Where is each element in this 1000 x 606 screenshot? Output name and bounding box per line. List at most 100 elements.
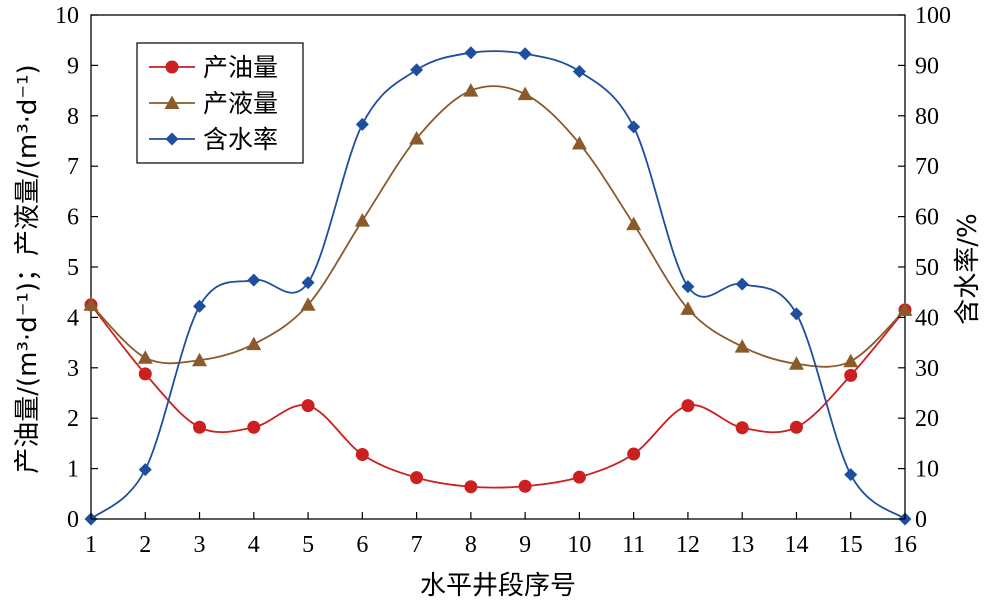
series-line-liquid	[90, 85, 906, 368]
y-right-tick-label: 100	[915, 3, 951, 29]
data-point-liquid	[83, 297, 99, 311]
y-axis-right-title: 含水率/%	[953, 213, 983, 324]
data-point-oil	[518, 479, 532, 493]
x-tick-label: 5	[302, 532, 314, 558]
y-right-tick-label: 60	[915, 205, 939, 231]
data-point-liquid	[897, 302, 913, 316]
legend-label-oil: 产油量	[203, 53, 278, 82]
y-right-tick-label: 80	[915, 104, 939, 130]
data-point-liquid	[354, 213, 370, 227]
data-point-water-cut	[735, 277, 749, 291]
data-point-oil	[138, 367, 152, 381]
y-right-tick-label: 10	[915, 457, 939, 483]
legend-entry-liquid: 产液量	[149, 89, 278, 118]
data-point-water-cut	[138, 463, 152, 477]
x-tick-label: 4	[248, 532, 260, 558]
data-point-liquid	[300, 297, 316, 311]
y-right-tick-label: 0	[915, 507, 927, 533]
data-point-liquid	[192, 352, 208, 367]
legend-marker-water-cut	[165, 132, 179, 146]
x-tick-label: 13	[730, 532, 754, 558]
legend-label-water-cut: 含水率	[203, 125, 278, 154]
x-tick-label: 6	[356, 532, 368, 558]
data-point-water-cut	[844, 468, 858, 482]
data-point-water-cut	[301, 276, 315, 290]
y-left-tick-label: 6	[67, 205, 79, 231]
data-point-liquid	[680, 301, 696, 315]
data-point-oil	[844, 368, 858, 382]
data-point-oil	[735, 421, 749, 435]
series-oil	[84, 298, 912, 494]
legend-marker-liquid	[164, 95, 180, 109]
legend-entry-water-cut: 含水率	[149, 125, 278, 154]
y-left-tick-label: 9	[67, 53, 79, 79]
data-point-water-cut	[627, 120, 641, 134]
data-point-water-cut	[572, 64, 586, 78]
x-tick-label: 7	[411, 532, 423, 558]
data-point-oil	[410, 471, 424, 485]
data-point-water-cut	[193, 299, 207, 313]
x-tick-label: 8	[465, 532, 477, 558]
data-point-liquid	[788, 356, 804, 370]
y-right-tick-label: 30	[915, 356, 939, 382]
data-point-liquid	[137, 350, 153, 364]
data-point-oil	[681, 399, 695, 413]
x-tick-label: 3	[194, 532, 206, 558]
x-axis-title: 水平井段序号	[420, 571, 576, 601]
data-point-oil	[247, 420, 261, 434]
data-point-liquid	[843, 353, 859, 368]
data-point-oil	[301, 399, 315, 413]
legend-entry-oil: 产油量	[149, 53, 278, 82]
data-point-liquid	[517, 86, 533, 101]
y-right-tick-label: 20	[915, 406, 939, 432]
y-right-tick-label: 50	[915, 255, 939, 281]
data-point-liquid	[409, 130, 425, 145]
y-left-tick-label: 0	[67, 507, 79, 533]
y-left-tick-label: 10	[55, 3, 79, 29]
ticks-layer: 1 2 3 4 5 6 7 8 9 10 11 12 13 14 15 1601234567891001020…	[55, 3, 951, 558]
data-point-oil	[627, 447, 641, 461]
data-point-water-cut	[789, 307, 803, 321]
x-tick-label: 12	[676, 532, 700, 558]
x-tick-label: 9	[519, 532, 531, 558]
data-point-oil	[789, 420, 803, 434]
y-right-tick-label: 90	[915, 53, 939, 79]
series-water-cut	[84, 46, 912, 526]
legend-label-liquid: 产液量	[203, 89, 278, 118]
data-point-liquid	[626, 216, 642, 231]
x-tick-label: 2	[139, 532, 151, 558]
y-left-tick-label: 4	[67, 305, 79, 331]
x-tick-label: 11	[622, 532, 645, 558]
x-tick-label: 14	[784, 532, 808, 558]
data-point-oil	[464, 480, 478, 494]
legend-marker-shape	[165, 132, 179, 146]
y-left-tick-label: 3	[67, 356, 79, 382]
series-line-water-cut	[90, 50, 906, 520]
y-right-tick-label: 70	[915, 154, 939, 180]
data-point-liquid	[734, 339, 750, 353]
x-tick-label: 1	[85, 532, 97, 558]
y-axis-left-title: 产油量/(m³·d⁻¹)；产液量/(m³·d⁻¹)	[13, 64, 43, 473]
x-tick-label: 16	[893, 532, 917, 558]
x-tick-label: 10	[567, 532, 591, 558]
x-tick-label: 15	[839, 532, 863, 558]
data-point-water-cut	[681, 280, 695, 294]
data-point-oil	[193, 420, 207, 434]
y-left-tick-label: 7	[67, 154, 79, 180]
data-point-oil	[355, 447, 369, 461]
data-point-water-cut	[518, 47, 532, 61]
legend-marker-shape	[165, 60, 179, 74]
data-point-water-cut	[355, 117, 369, 131]
series-line-oil	[90, 304, 906, 489]
legend-marker-oil	[165, 60, 179, 74]
data-point-water-cut	[410, 63, 424, 77]
series-layer	[83, 46, 913, 526]
y-right-tick-label: 40	[915, 305, 939, 331]
series-liquid	[83, 83, 913, 370]
legend: 产油量 产液量 含水率	[136, 42, 304, 164]
legend-marker-shape	[164, 95, 180, 109]
y-left-tick-label: 8	[67, 104, 79, 130]
data-point-water-cut	[247, 273, 261, 287]
data-point-water-cut	[464, 46, 478, 60]
y-left-tick-label: 1	[67, 457, 79, 483]
